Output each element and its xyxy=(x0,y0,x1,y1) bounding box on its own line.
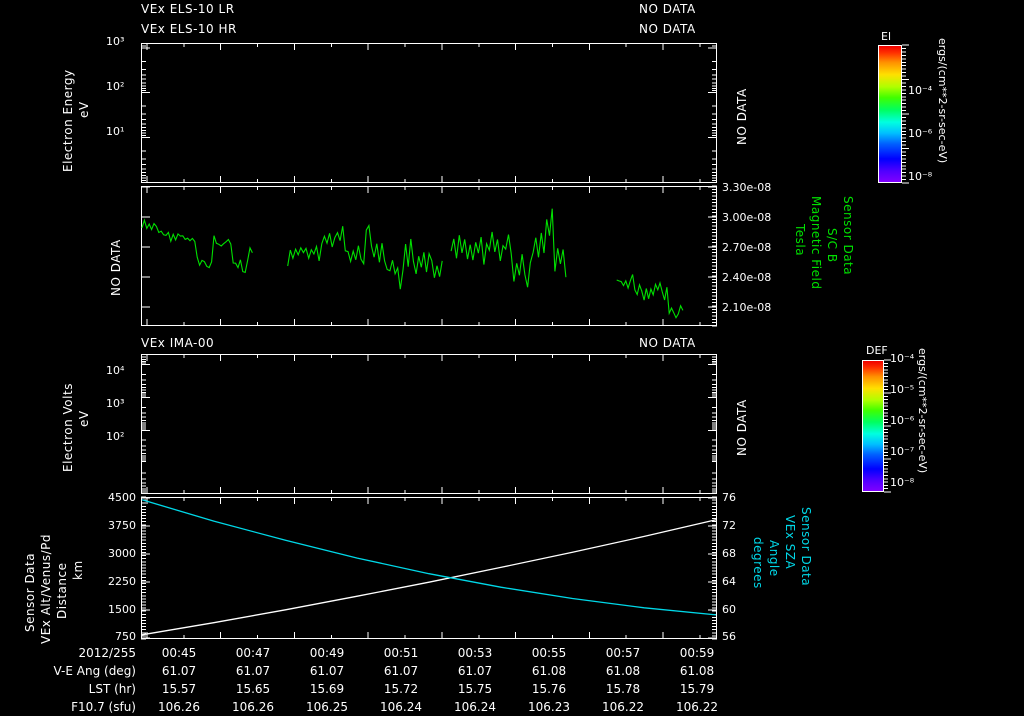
axis-cell-f107: 106.26 xyxy=(232,700,274,714)
panel4-lytick-1: 3750 xyxy=(108,519,136,532)
panel4-lytick-3: 2250 xyxy=(108,575,136,588)
panel1-ytick-0: 10³ xyxy=(106,35,125,48)
panel4-rytick-5: 56 xyxy=(722,630,736,643)
axis-cell-f107: 106.24 xyxy=(380,700,422,714)
axis-cell-f107: 106.22 xyxy=(676,700,718,714)
panel4-rytick-1: 72 xyxy=(722,519,736,532)
axis-table: 2012/255 00:45 00:47 00:49 00:51 00:53 00:55 00… xyxy=(0,644,734,716)
el-colorbar-gradient xyxy=(879,46,901,182)
colorbar-el-title: El xyxy=(881,30,892,43)
table-row: F10.7 (sfu) 106.26 106.26 106.25 106.24 106.2… xyxy=(0,698,734,716)
axis-cell-ve_ang: 61.07 xyxy=(383,664,419,678)
axis-cell-time: 00:55 xyxy=(531,646,567,660)
axis-cell-lst: 15.72 xyxy=(383,682,419,696)
panel1-title-right-hr: NO DATA xyxy=(639,22,696,36)
panel3-ytick-2: 10² xyxy=(106,430,125,443)
table-row: LST (hr) 15.57 15.65 15.69 15.72 15.75 15.76 15… xyxy=(0,680,734,698)
def-colorbar-gradient xyxy=(863,361,883,491)
def-colorbar xyxy=(862,360,884,492)
colorbar-def-title: DEF xyxy=(866,344,888,357)
panel4-rytick-0: 76 xyxy=(722,491,736,504)
table-row: V-E Ang (deg) 61.07 61.07 61.07 61.07 61.07 61… xyxy=(0,662,734,680)
axis-cell-f107: 106.23 xyxy=(528,700,570,714)
panel4-lytick-2: 3000 xyxy=(108,547,136,560)
colorbar-def-tick-4: 10⁻⁸ xyxy=(890,476,915,489)
axis-row-label: F10.7 (sfu) xyxy=(71,700,136,714)
axis-cell-time: 00:57 xyxy=(605,646,641,660)
axis-cell-time: 00:59 xyxy=(679,646,715,660)
panel4-lytick-4: 1500 xyxy=(108,603,136,616)
axis-cell-f107: 106.25 xyxy=(306,700,348,714)
colorbar-el-tick-1: 10⁻⁶ xyxy=(908,127,933,140)
axis-cell-ve_ang: 61.08 xyxy=(605,664,641,678)
panel3-title-right: NO DATA xyxy=(639,336,696,350)
colorbar-def-tick-0: 10⁻⁴ xyxy=(890,352,915,365)
axis-row-label: V-E Ang (deg) xyxy=(53,664,136,678)
panel4-rytick-2: 68 xyxy=(722,547,736,560)
axis-cell-time: 00:53 xyxy=(457,646,493,660)
axis-cell-lst: 15.65 xyxy=(235,682,271,696)
axis-cell-lst: 15.79 xyxy=(679,682,715,696)
axis-cell-ve_ang: 61.08 xyxy=(679,664,715,678)
axis-cell-lst: 15.75 xyxy=(457,682,493,696)
axis-cell-time: 00:51 xyxy=(383,646,419,660)
panel1-ytick-2: 10¹ xyxy=(106,125,125,138)
axis-cell-time: 00:47 xyxy=(235,646,271,660)
axis-cell-time: 00:49 xyxy=(309,646,345,660)
axis-cell-ve_ang: 61.07 xyxy=(309,664,345,678)
axis-cell-lst: 15.76 xyxy=(531,682,567,696)
axis-cell-lst: 15.78 xyxy=(605,682,641,696)
axis-cell-ve_ang: 61.07 xyxy=(457,664,493,678)
axis-row-label: 2012/255 xyxy=(78,646,137,660)
panel3-ytick-0: 10⁴ xyxy=(106,364,125,377)
panel-electron-energy xyxy=(141,43,717,183)
panel-orbit xyxy=(141,497,717,639)
axis-cell-f107: 106.26 xyxy=(158,700,200,714)
panel2-ytick-2: 2.70e-08 xyxy=(722,241,772,254)
panel-electron-volts xyxy=(141,354,717,494)
axis-cell-f107: 106.22 xyxy=(602,700,644,714)
panel2-ytick-4: 2.10e-08 xyxy=(722,301,772,314)
axis-cell-time: 00:45 xyxy=(161,646,197,660)
panel4-lytick-0: 4500 xyxy=(108,491,136,504)
panel2-ytick-3: 2.40e-08 xyxy=(722,271,772,284)
colorbar-def-tick-1: 10⁻⁵ xyxy=(890,383,915,396)
panel2-ytick-1: 3.00e-08 xyxy=(722,211,772,224)
panel1-title-left-lr: VEx ELS-10 LR xyxy=(141,2,235,16)
panel1-title-right-lr: NO DATA xyxy=(639,2,696,16)
colorbar-el-tick-0: 10⁻⁴ xyxy=(908,84,933,97)
panel1-title-left-hr: VEx ELS-10 HR xyxy=(141,22,237,36)
table-row: 2012/255 00:45 00:47 00:49 00:51 00:53 00:55 00… xyxy=(0,644,734,662)
colorbar-def-tick-3: 10⁻⁷ xyxy=(890,445,915,458)
axis-cell-ve_ang: 61.07 xyxy=(161,664,197,678)
panel4-rytick-3: 64 xyxy=(722,575,736,588)
panel3-title-left: VEx IMA-00 xyxy=(141,336,215,350)
colorbar-def-tick-2: 10⁻⁶ xyxy=(890,414,915,427)
panel1-ytick-1: 10² xyxy=(106,80,125,93)
panel4-lytick-5: 750 xyxy=(115,630,136,643)
panel2-ytick-0: 3.30e-08 xyxy=(722,181,772,194)
axis-cell-lst: 15.69 xyxy=(309,682,345,696)
axis-cell-ve_ang: 61.07 xyxy=(235,664,271,678)
colorbar-el-tick-2: 10⁻⁸ xyxy=(908,170,933,183)
el-colorbar xyxy=(878,45,902,183)
axis-cell-ve_ang: 61.08 xyxy=(531,664,567,678)
panel4-rytick-4: 60 xyxy=(722,603,736,616)
axis-cell-f107: 106.24 xyxy=(454,700,496,714)
panel3-ytick-1: 10³ xyxy=(106,397,125,410)
axis-row-label: LST (hr) xyxy=(88,682,136,696)
axis-annotation-table: 2012/255 00:45 00:47 00:49 00:51 00:53 00:55 00… xyxy=(0,644,760,716)
axis-cell-lst: 15.57 xyxy=(161,682,197,696)
